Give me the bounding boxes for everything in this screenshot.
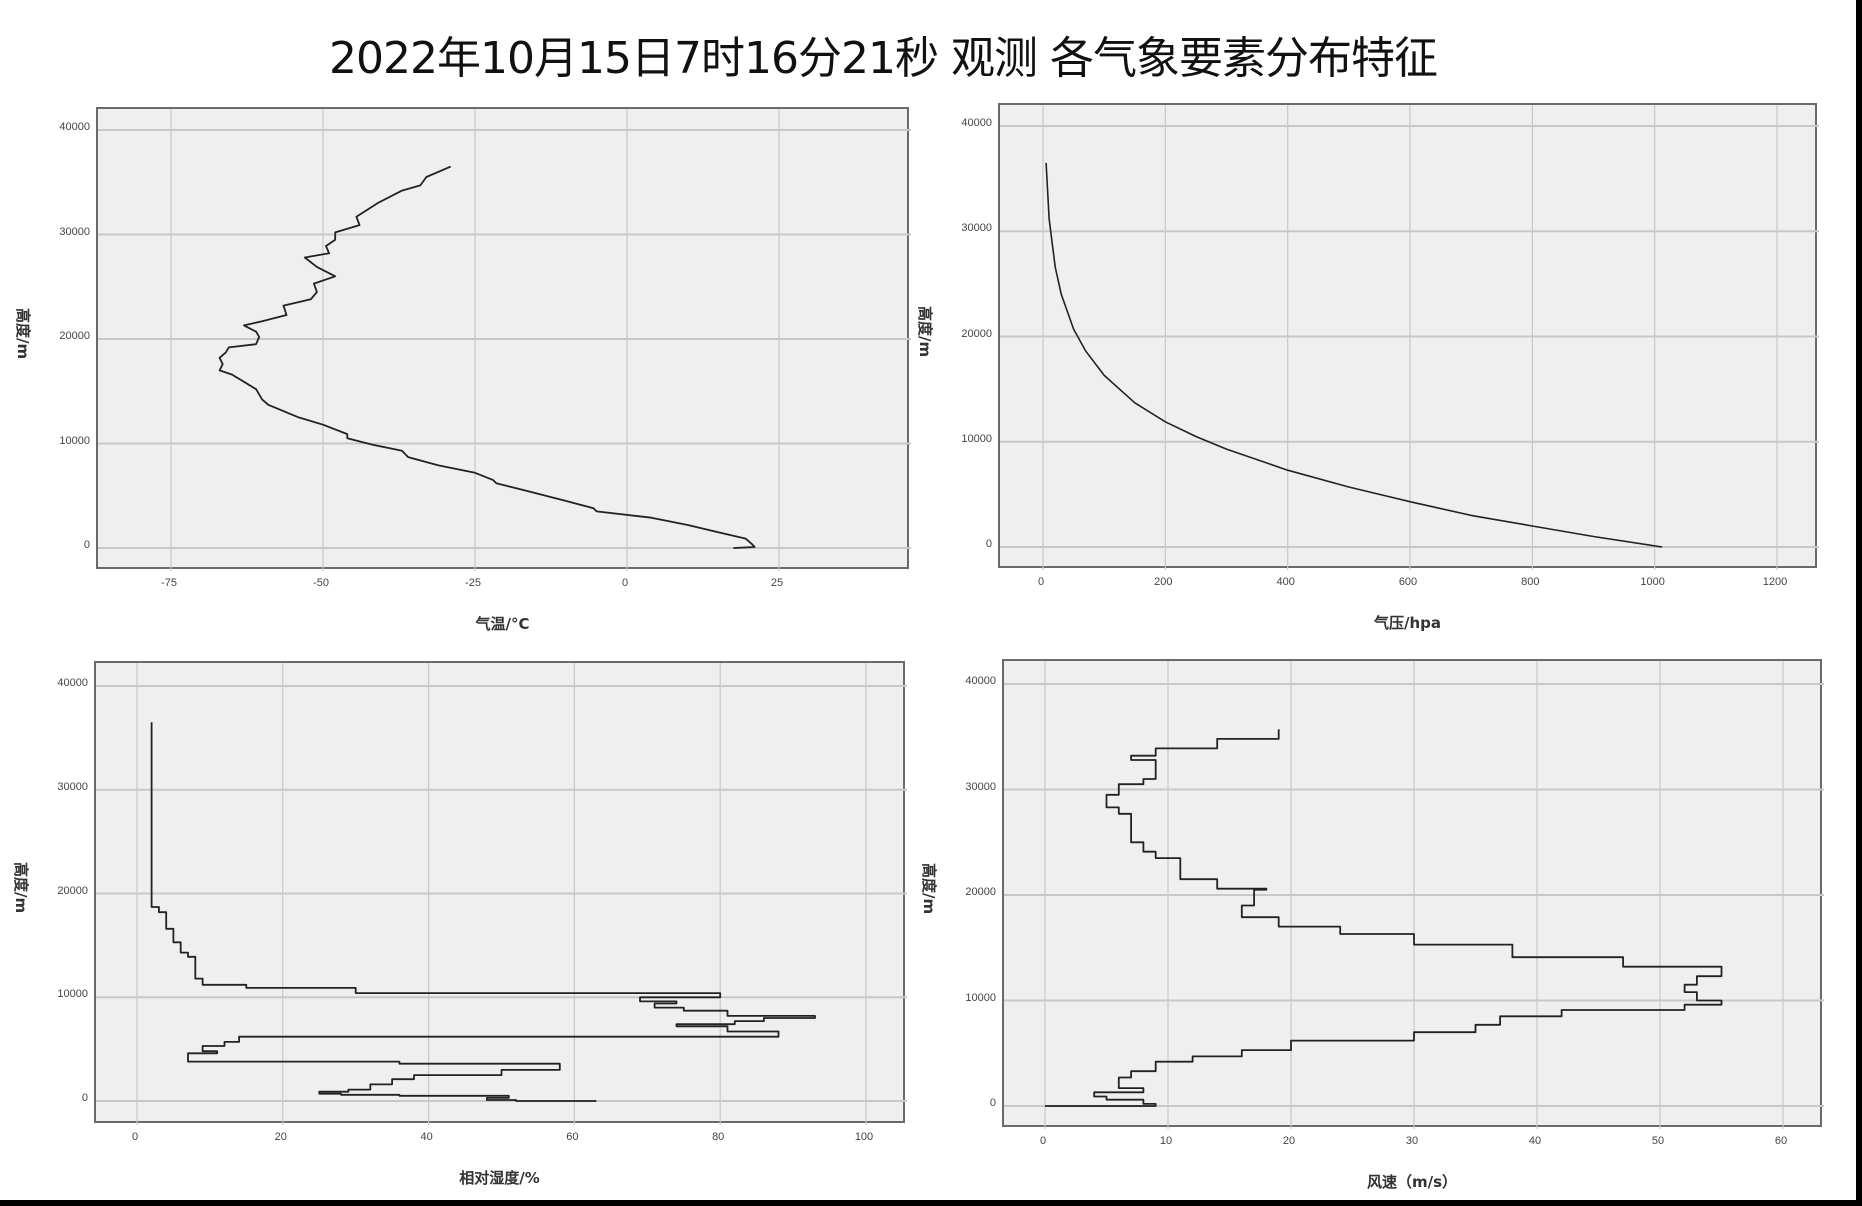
x-tick-label: 20	[1282, 1135, 1296, 1147]
y-axis-title: 高度/m	[916, 305, 934, 357]
plot-area	[1002, 659, 1824, 1129]
x-tick-label: 60	[1774, 1135, 1788, 1147]
x-tick-label: 0	[131, 1131, 139, 1143]
y-tick-label: 10000	[961, 432, 992, 445]
plot-area	[998, 103, 1819, 570]
y-tick-label: 0	[989, 1097, 996, 1109]
x-tick-label: 1000	[1640, 576, 1665, 588]
y-axis-title: 高度/m	[14, 308, 32, 360]
y-tick-label: 30000	[961, 222, 992, 235]
x-tick-label: 400	[1276, 576, 1295, 588]
x-axis-title: 气温/°C	[475, 615, 530, 633]
y-tick-label: 40000	[965, 675, 996, 687]
y-tick-label: 40000	[961, 117, 992, 129]
x-tick-label: 0	[1039, 1135, 1047, 1147]
y-tick-label: 40000	[59, 121, 90, 133]
x-tick-label: 10	[1159, 1135, 1173, 1147]
y-tick-label: 40000	[57, 677, 88, 689]
x-tick-label: 1200	[1762, 576, 1788, 588]
y-tick-label: 10000	[59, 434, 90, 447]
x-tick-label: 0	[621, 577, 629, 589]
x-tick-label: 60	[566, 1131, 579, 1143]
y-tick-label: 30000	[57, 780, 88, 793]
x-tick-label: 40	[1528, 1135, 1542, 1147]
y-tick-label: 0	[83, 539, 90, 551]
y-axis-title: 高度/m	[920, 863, 938, 915]
window-edge-bottom	[0, 1200, 1862, 1206]
x-tick-label: 40	[420, 1131, 433, 1143]
y-axis-title: 高度/m	[12, 862, 30, 914]
y-tick-label: 30000	[965, 780, 996, 793]
x-tick-label: 50	[1651, 1135, 1665, 1147]
y-tick-label: 20000	[961, 327, 992, 340]
data-line	[1045, 162, 1663, 548]
x-tick-label: 20	[274, 1131, 287, 1143]
data-line	[218, 165, 756, 549]
y-tick-label: 20000	[59, 330, 90, 342]
x-tick-label: 100	[854, 1131, 874, 1143]
plot-area	[96, 107, 911, 571]
data-line	[1045, 729, 1723, 1107]
x-tick-label: 600	[1398, 576, 1418, 588]
x-tick-label: -50	[313, 577, 329, 589]
x-tick-label: -25	[465, 577, 481, 589]
page-title: 2022年10月15日7时16分21秒 观测 各气象要素分布特征	[329, 33, 1438, 84]
x-axis-title: 气压/hpa	[1373, 614, 1442, 632]
y-tick-label: 20000	[57, 884, 88, 897]
y-tick-label: 0	[985, 538, 992, 550]
data-line	[150, 722, 816, 1102]
x-tick-label: 200	[1154, 576, 1173, 588]
x-tick-label: 80	[712, 1131, 725, 1143]
plot-area	[94, 661, 907, 1125]
y-tick-label: 10000	[57, 988, 88, 1001]
y-tick-label: 10000	[965, 991, 996, 1004]
x-axis-title: 相对湿度/%	[459, 1169, 540, 1187]
y-tick-label: 20000	[965, 886, 996, 898]
window-edge-right	[1856, 0, 1862, 1206]
x-tick-label: -75	[161, 577, 177, 589]
y-tick-label: 0	[81, 1092, 88, 1104]
y-tick-label: 30000	[59, 225, 90, 238]
x-tick-label: 25	[770, 577, 784, 589]
x-axis-title: 风速（m/s）	[1366, 1173, 1458, 1191]
x-tick-label: 800	[1521, 576, 1540, 588]
x-tick-label: 30	[1405, 1135, 1419, 1147]
x-tick-label: 0	[1037, 576, 1045, 588]
